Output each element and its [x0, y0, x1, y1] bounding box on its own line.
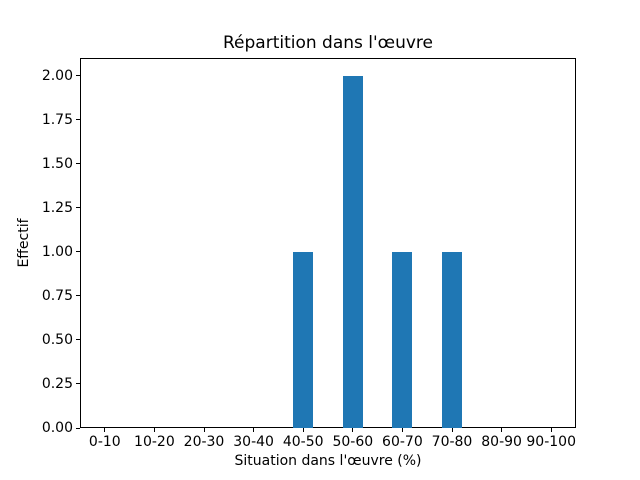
x-tick-label: 60-70 [382, 434, 423, 450]
bar-60-70 [392, 251, 413, 428]
bar-40-50 [293, 251, 314, 428]
x-tick-label: 10-20 [134, 434, 175, 450]
x-tick-mark [253, 428, 255, 432]
x-tick-mark [104, 428, 106, 432]
y-tick-mark [76, 207, 80, 209]
y-tick-label: 0.25 [41, 375, 73, 392]
x-tick-label: 90-100 [526, 434, 576, 450]
bar-50-60 [342, 75, 363, 428]
x-tick-mark [352, 428, 354, 432]
y-tick-mark [76, 295, 80, 297]
x-tick-label: 80-90 [481, 434, 522, 450]
x-tick-label: 0-10 [88, 434, 121, 450]
y-tick-label: 2.00 [41, 67, 73, 84]
x-tick-mark [451, 428, 453, 432]
x-tick-label: 40-50 [282, 434, 324, 450]
y-tick-label: 1.50 [41, 155, 73, 172]
x-tick-mark [550, 428, 552, 432]
x-tick-mark [153, 428, 155, 432]
x-tick-label: 70-80 [431, 434, 473, 450]
y-tick-mark [76, 119, 80, 121]
y-tick-mark [76, 163, 80, 165]
y-tick-label: 1.25 [41, 199, 73, 216]
x-tick-label: 20-30 [183, 434, 225, 450]
x-tick-mark [302, 428, 304, 432]
x-axis-label: Situation dans l'œuvre (%) [234, 453, 422, 469]
x-tick-label: 50-60 [332, 434, 374, 450]
y-tick-mark [76, 75, 80, 77]
y-tick-label: 0.00 [41, 420, 73, 436]
y-tick-label: 1.75 [41, 111, 73, 128]
x-tick-label: 30-40 [233, 434, 274, 450]
bar-70-80 [442, 251, 462, 428]
x-tick-mark [501, 428, 503, 432]
y-tick-label: 0.75 [41, 287, 73, 304]
y-tick-mark [76, 383, 80, 385]
y-tick-mark [76, 251, 80, 253]
y-axis-label: Effectif [16, 218, 32, 268]
chart-title: Répartition dans l'œuvre [222, 33, 433, 53]
x-tick-mark [401, 428, 403, 432]
plot-area [80, 58, 576, 428]
y-tick-label: 0.50 [41, 331, 73, 348]
x-tick-mark [203, 428, 205, 432]
y-tick-mark [76, 339, 80, 341]
y-tick-label: 1.00 [41, 243, 73, 260]
y-tick-mark [76, 427, 80, 429]
